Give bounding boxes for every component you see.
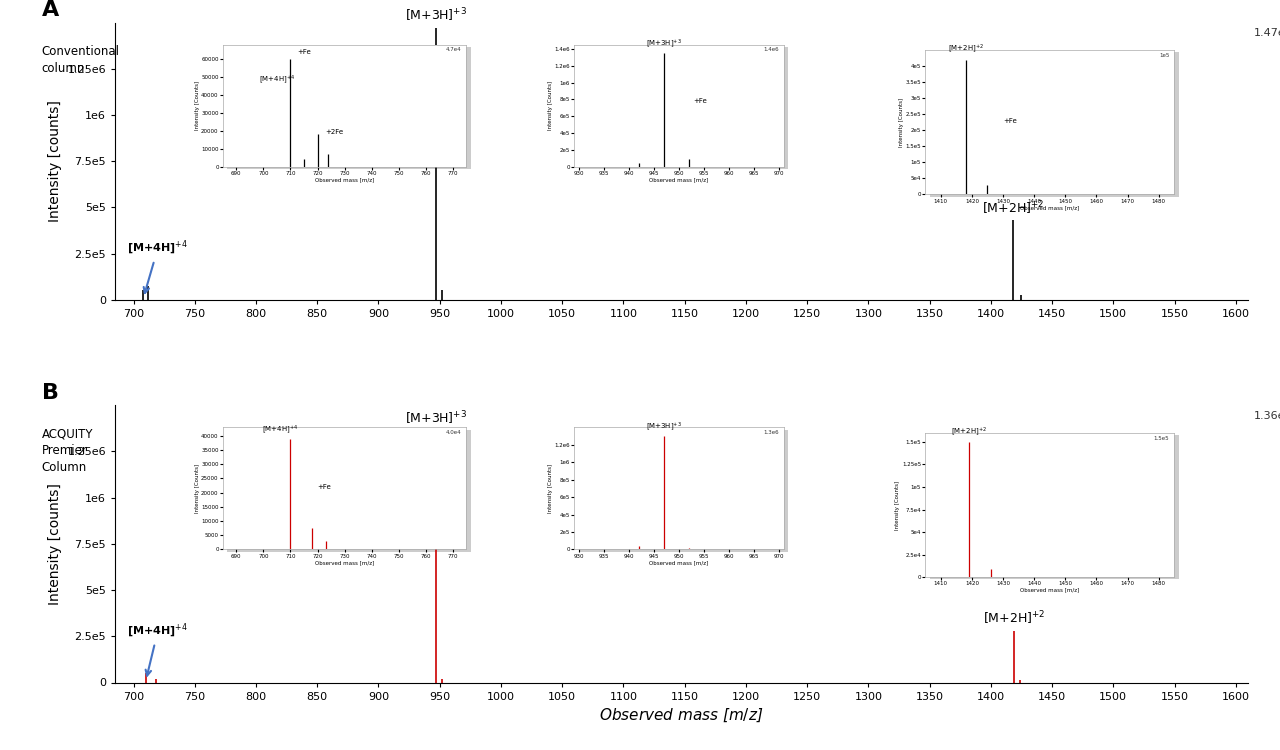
Text: [M+3H]$^{+3}$: [M+3H]$^{+3}$: [404, 410, 467, 428]
Text: B: B: [41, 383, 59, 403]
Text: [M+4H]$^{+4}$: [M+4H]$^{+4}$: [128, 239, 188, 293]
Text: [M+2H]$^{+2}$: [M+2H]$^{+2}$: [983, 610, 1046, 627]
FancyBboxPatch shape: [228, 47, 471, 169]
FancyBboxPatch shape: [579, 47, 788, 169]
Text: 1.47e6: 1.47e6: [1253, 28, 1280, 38]
Text: [M+2H]$^{+2}$: [M+2H]$^{+2}$: [982, 199, 1044, 217]
Y-axis label: Intensity [counts]: Intensity [counts]: [47, 100, 61, 222]
Text: ACQUITY
Premier
Column: ACQUITY Premier Column: [41, 427, 93, 474]
Text: [M+4H]$^{+4}$: [M+4H]$^{+4}$: [128, 622, 188, 676]
Y-axis label: Intensity [counts]: Intensity [counts]: [47, 483, 61, 604]
Text: Conventional
column: Conventional column: [41, 45, 119, 75]
Text: 1.36e6: 1.36e6: [1253, 411, 1280, 421]
Text: [M+3H]$^{+3}$: [M+3H]$^{+3}$: [404, 7, 467, 24]
FancyBboxPatch shape: [929, 435, 1179, 579]
FancyBboxPatch shape: [579, 430, 788, 551]
Text: A: A: [41, 0, 59, 20]
X-axis label: Observed mass [$m/z$]: Observed mass [$m/z$]: [599, 707, 764, 724]
FancyBboxPatch shape: [228, 430, 471, 551]
FancyBboxPatch shape: [929, 53, 1179, 196]
